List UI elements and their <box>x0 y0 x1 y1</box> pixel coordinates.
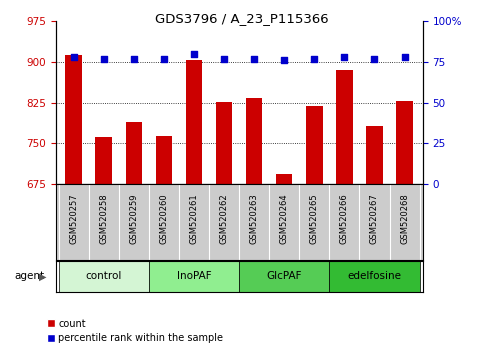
Bar <box>96 137 112 184</box>
Bar <box>306 107 323 184</box>
Point <box>190 51 198 57</box>
Point <box>130 56 138 62</box>
Bar <box>246 98 262 184</box>
Bar <box>156 136 172 184</box>
Text: GSM520268: GSM520268 <box>400 193 409 244</box>
Point <box>370 56 378 62</box>
Text: InoPAF: InoPAF <box>177 272 211 281</box>
Text: GSM520267: GSM520267 <box>370 193 379 244</box>
Point <box>160 56 168 62</box>
Point <box>311 56 318 62</box>
Text: GSM520263: GSM520263 <box>250 193 258 244</box>
Bar <box>126 122 142 184</box>
Bar <box>65 56 82 184</box>
Text: GSM520265: GSM520265 <box>310 193 319 244</box>
Text: edelfosine: edelfosine <box>347 272 401 281</box>
Text: agent: agent <box>14 272 44 281</box>
Bar <box>329 261 420 292</box>
Bar <box>239 261 329 292</box>
Text: GlcPAF: GlcPAF <box>267 272 302 281</box>
Text: GSM520259: GSM520259 <box>129 193 138 244</box>
Legend: count, percentile rank within the sample: count, percentile rank within the sample <box>43 315 227 347</box>
Bar <box>149 261 239 292</box>
Text: GSM520258: GSM520258 <box>99 193 108 244</box>
Bar <box>58 261 149 292</box>
Text: GDS3796 / A_23_P115366: GDS3796 / A_23_P115366 <box>155 12 328 25</box>
Text: GSM520261: GSM520261 <box>189 193 199 244</box>
Text: GSM520260: GSM520260 <box>159 193 169 244</box>
Text: GSM520257: GSM520257 <box>69 193 78 244</box>
Point <box>341 54 348 60</box>
Bar <box>366 126 383 184</box>
Point <box>100 56 108 62</box>
Text: GSM520262: GSM520262 <box>220 193 228 244</box>
Bar <box>276 174 293 184</box>
Point <box>280 57 288 63</box>
Point <box>401 54 409 60</box>
Point <box>70 54 77 60</box>
Text: ▶: ▶ <box>39 272 47 281</box>
Bar <box>185 60 202 184</box>
Text: control: control <box>85 272 122 281</box>
Text: GSM520264: GSM520264 <box>280 193 289 244</box>
Point <box>220 56 228 62</box>
Bar <box>336 69 353 184</box>
Bar <box>216 102 232 184</box>
Point <box>250 56 258 62</box>
Bar <box>396 101 413 184</box>
Text: GSM520266: GSM520266 <box>340 193 349 244</box>
